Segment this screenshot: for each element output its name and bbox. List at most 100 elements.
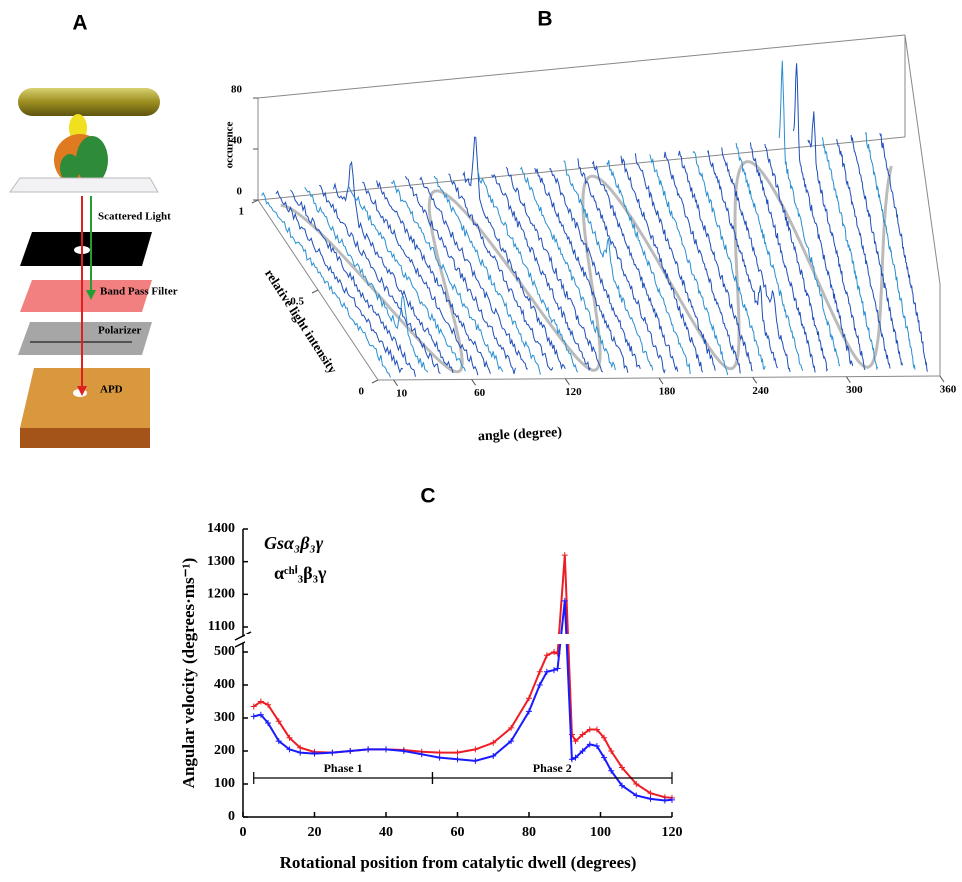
point-marker <box>536 682 543 688</box>
x-tick-label: 60 <box>451 825 465 840</box>
apd-base <box>20 428 150 448</box>
point-marker <box>454 756 461 763</box>
x-tick-label: 120 <box>565 386 582 398</box>
x-tick-label: 80 <box>522 825 536 840</box>
point-marker <box>647 790 654 797</box>
trace <box>433 175 541 375</box>
trace <box>606 160 691 375</box>
tick-mark <box>471 379 477 386</box>
trace <box>448 173 554 371</box>
box-edge <box>257 136 906 201</box>
box-edge <box>904 34 941 285</box>
point-marker <box>526 708 532 715</box>
point-marker <box>618 764 625 771</box>
label: Polarizer <box>98 325 141 337</box>
y-axis-label: Angular velocity (degrees·ms⁻¹) <box>179 558 198 789</box>
point-marker <box>633 781 640 787</box>
rod <box>18 88 160 116</box>
y-tick-label: 300 <box>214 710 235 725</box>
z-tick-label: 0 <box>237 186 243 198</box>
label: Scattered Light <box>98 211 171 223</box>
label: APD <box>100 384 123 396</box>
trace <box>678 150 753 372</box>
y-tick-label: 100 <box>214 776 235 791</box>
point-marker <box>436 754 443 761</box>
phase-label: Phase 2 <box>533 761 572 775</box>
tick-mark <box>311 289 319 294</box>
point-marker <box>250 713 257 720</box>
y-tick-label: 0.5 <box>290 296 304 308</box>
trace <box>692 150 766 370</box>
point-marker <box>551 649 558 655</box>
trace <box>591 160 679 372</box>
x-tick-label: 20 <box>308 825 322 840</box>
y-tick-label: 500 <box>214 644 235 659</box>
box-edge <box>257 34 906 99</box>
z-tick-label: 40 <box>231 135 243 147</box>
tick-mark <box>752 377 758 384</box>
trace <box>462 136 566 370</box>
trace <box>807 111 866 371</box>
point-marker <box>593 726 600 733</box>
point-marker <box>454 749 461 756</box>
point-marker <box>297 749 304 756</box>
trace <box>261 191 391 378</box>
legend-entry: Gsα₃β₃γ <box>264 533 324 553</box>
series-line <box>253 555 673 799</box>
filter <box>20 280 152 312</box>
point-marker <box>661 797 668 804</box>
x-tick-label: 60 <box>474 387 486 399</box>
y-tick-label: 0 <box>359 386 365 398</box>
point-marker <box>536 668 543 675</box>
trace <box>721 147 791 373</box>
y-tick-label: 0 <box>228 809 235 824</box>
point-marker <box>543 652 550 659</box>
point-marker <box>572 738 579 745</box>
trace <box>290 189 416 377</box>
trace <box>419 176 529 370</box>
tick-mark <box>939 375 945 383</box>
tick-mark <box>658 377 664 385</box>
trace <box>634 153 716 371</box>
point-marker <box>472 746 479 753</box>
trace <box>333 160 454 374</box>
y-tick-label: 400 <box>214 677 235 692</box>
trace <box>764 143 829 372</box>
point-marker <box>400 748 407 754</box>
trace <box>549 168 641 369</box>
y-tick-label: 1400 <box>207 521 235 536</box>
phase-label: Phase 1 <box>324 761 363 775</box>
y-tick-label: 200 <box>214 743 235 758</box>
x-tick-label: 10 <box>396 387 408 399</box>
x-tick-label: 100 <box>590 825 611 840</box>
point-marker <box>608 767 615 774</box>
trace <box>793 63 854 367</box>
polarizer <box>18 322 152 355</box>
trace <box>577 158 666 374</box>
panel-letter: B <box>537 8 552 31</box>
y-tick-label: 1 <box>239 206 245 218</box>
trace <box>879 132 928 372</box>
trace <box>319 185 441 375</box>
point-marker <box>601 754 608 761</box>
protein <box>60 154 80 182</box>
slide <box>9 177 159 193</box>
label: Band Pass Filter <box>100 286 178 298</box>
y-axis-label: relative light intensity <box>262 266 341 376</box>
point-marker <box>508 724 515 731</box>
trace <box>275 190 404 374</box>
trace <box>735 142 804 371</box>
point-marker <box>593 743 600 750</box>
y-tick-label: 1200 <box>207 587 235 602</box>
point-marker <box>286 734 293 741</box>
trace <box>534 167 629 373</box>
x-tick-label: 120 <box>662 825 683 840</box>
point-marker <box>568 756 575 763</box>
loop-curve <box>280 160 893 374</box>
point-marker <box>561 552 568 559</box>
x-tick-label: 240 <box>752 385 769 397</box>
point-marker <box>508 738 515 745</box>
trace <box>404 176 516 375</box>
point-marker <box>601 734 608 741</box>
point-marker <box>311 750 318 757</box>
